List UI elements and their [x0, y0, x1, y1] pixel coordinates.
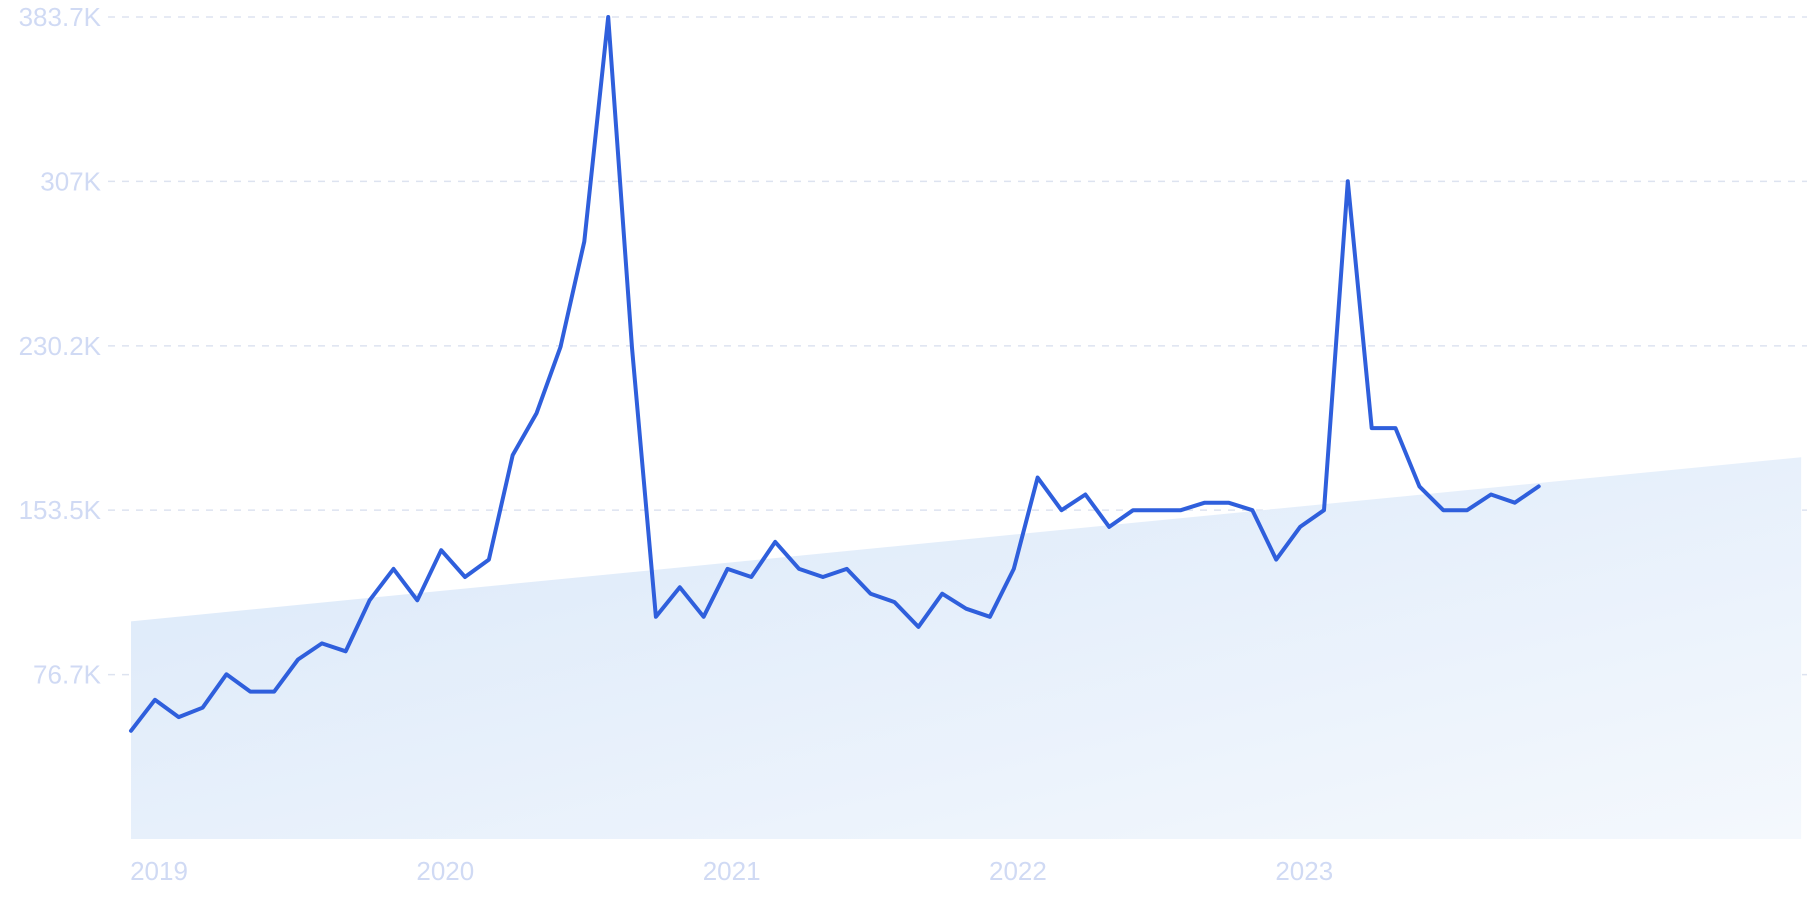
- y-axis-tick-labels: 76.7K 153.5K 230.2K 307K 383.7K: [19, 2, 102, 690]
- x-tick-label: 2019: [130, 856, 188, 886]
- x-tick-label: 2021: [703, 856, 761, 886]
- x-tick-label: 2020: [416, 856, 474, 886]
- y-tick-label: 153.5K: [19, 495, 102, 525]
- trend-area: [131, 457, 1802, 839]
- x-tick-label: 2023: [1275, 856, 1333, 886]
- y-tick-label: 307K: [40, 166, 101, 196]
- x-axis-tick-labels: 2019 2020 2021 2022 2023: [130, 856, 1333, 886]
- y-tick-label: 230.2K: [19, 331, 102, 361]
- y-tick-label: 383.7K: [19, 2, 102, 32]
- series-line: [129, 15, 1541, 733]
- x-tick-label: 2022: [989, 856, 1047, 886]
- y-tick-label: 76.7K: [33, 660, 102, 690]
